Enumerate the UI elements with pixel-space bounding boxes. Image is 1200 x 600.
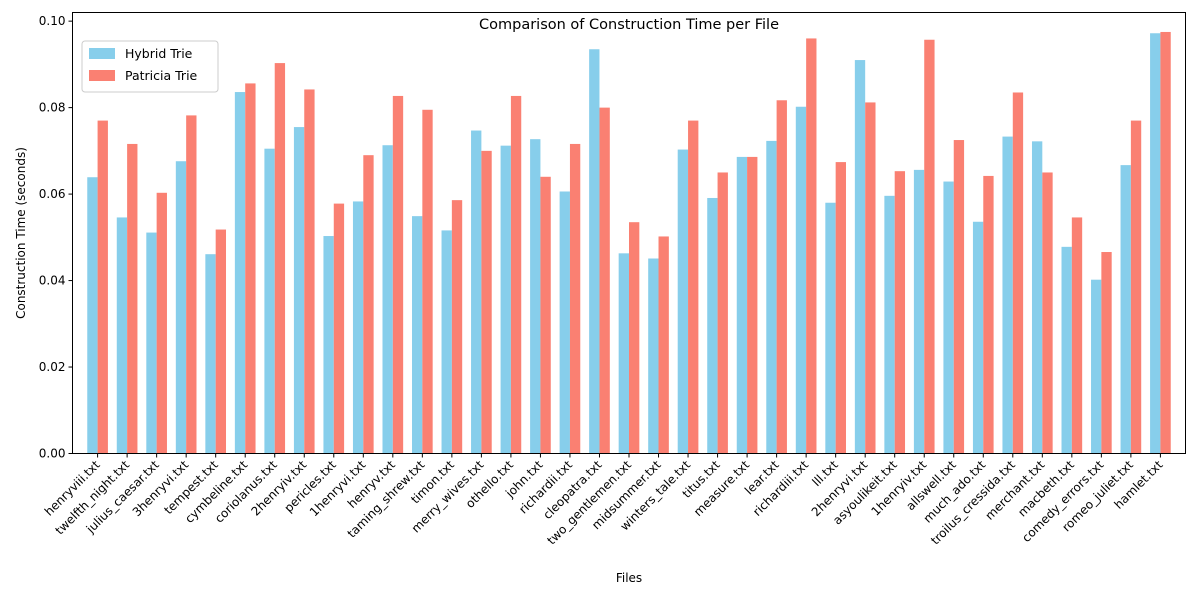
hybrid-trie-bar-timon.txt xyxy=(441,230,452,454)
hybrid-trie-bar-julius_caesar.txt xyxy=(146,232,157,454)
hybrid-trie-bar-lear.txt xyxy=(766,140,777,454)
hybrid-trie-bar-henryviii.txt xyxy=(87,177,98,454)
y-tick-label: 0.08 xyxy=(39,101,66,115)
hybrid-trie-bar-merchant.txt xyxy=(1031,141,1043,454)
patricia-trie-bar-allswell.txt xyxy=(953,140,965,454)
hybrid-trie-bar-lll.txt xyxy=(825,202,836,454)
hybrid-trie-bar-cymbeline.txt xyxy=(234,92,246,454)
hybrid-trie-bar-allswell.txt xyxy=(943,181,954,454)
hybrid-trie-bar-richardiii.txt xyxy=(795,106,807,454)
hybrid-trie-bar-john.txt xyxy=(530,139,541,454)
patricia-trie-bar-macbeth.txt xyxy=(1071,217,1083,454)
y-tick-label: 0.06 xyxy=(39,187,66,201)
legend: Hybrid Trie Patricia Trie xyxy=(81,40,219,93)
patricia-trie-bar-pericles.txt xyxy=(333,203,345,454)
hybrid-trie-bar-midsummer.txt xyxy=(648,258,659,454)
hybrid-trie-bar-pericles.txt xyxy=(323,236,334,454)
patricia-trie-bar-comedy_errors.txt xyxy=(1101,252,1112,454)
patricia-trie-bar-2henryvi.txt xyxy=(865,102,876,454)
patricia-trie-bar-2henryiv.txt xyxy=(304,89,315,454)
patricia-trie-bar-romeo_juliet.txt xyxy=(1130,120,1142,454)
patricia-trie-bar-john.txt xyxy=(540,176,551,454)
x-axis-label: Files xyxy=(616,571,642,585)
hybrid-trie-bar-titus.txt xyxy=(707,197,718,454)
hybrid-trie-bar-othello.txt xyxy=(500,145,511,454)
patricia-trie-bar-1henryiv.txt xyxy=(924,39,935,454)
hybrid-trie-bar-romeo_juliet.txt xyxy=(1120,165,1131,454)
patricia-trie-bar-cymbeline.txt xyxy=(245,83,256,454)
hybrid-trie-bar-2henryiv.txt xyxy=(293,127,305,454)
hybrid-trie-bar-cleopatra.txt xyxy=(589,49,600,454)
y-axis-ticks: 0.00 0.02 0.04 0.06 0.08 0.10 xyxy=(39,14,73,461)
plot-frame xyxy=(72,12,1186,454)
hybrid-trie-bar-merry_wives.txt xyxy=(471,130,482,454)
patricia-trie-bar-cleopatra.txt xyxy=(599,107,610,454)
y-tick-label: 0.02 xyxy=(39,360,66,374)
patricia-trie-bar-timon.txt xyxy=(451,200,463,454)
hybrid-trie-bar-asyoulikeit.txt xyxy=(884,195,895,454)
legend-swatch-patricia-trie xyxy=(89,70,115,81)
patricia-trie-bar-coriolanus.txt xyxy=(274,63,286,454)
hybrid-trie-bar-winters_tale.txt xyxy=(677,149,689,454)
patricia-trie-bar-tempest.txt xyxy=(215,229,227,454)
y-axis-label: Construction Time (seconds) xyxy=(14,147,28,319)
patricia-trie-bar-measure.txt xyxy=(747,156,758,454)
patricia-trie-bar-taming_shrew.txt xyxy=(422,109,433,454)
patricia-trie-bar-richardiii.txt xyxy=(806,38,817,454)
patricia-trie-bar-richardii.txt xyxy=(569,143,581,454)
legend-label-patricia-trie: Patricia Trie xyxy=(125,68,198,83)
hybrid-trie-bar-3henryvi.txt xyxy=(175,161,187,454)
patricia-trie-bar-merry_wives.txt xyxy=(481,150,492,454)
legend-label-hybrid-trie: Hybrid Trie xyxy=(125,46,193,61)
x-axis-ticks: henryviii.txttwelfth_night.txtjulius_cae… xyxy=(42,453,1166,548)
hybrid-trie-bar-twelfth_night.txt xyxy=(116,217,128,454)
hybrid-trie-bar-2henryvi.txt xyxy=(854,60,866,454)
patricia-trie-bar-1henryvi.txt xyxy=(363,155,374,454)
y-tick-label: 0.00 xyxy=(39,447,66,461)
legend-box xyxy=(81,40,219,93)
patricia-trie-bar-henryv.txt xyxy=(392,95,404,454)
patricia-trie-bar-hamlet.txt xyxy=(1160,31,1171,454)
patricia-trie-bar-lear.txt xyxy=(776,100,787,454)
patricia-trie-bar-3henryvi.txt xyxy=(186,115,197,454)
patricia-trie-bar-winters_tale.txt xyxy=(688,120,699,454)
patricia-trie-bar-merchant.txt xyxy=(1042,172,1053,454)
hybrid-trie-bar-coriolanus.txt xyxy=(264,148,275,454)
patricia-trie-bar-julius_caesar.txt xyxy=(156,192,167,454)
patricia-trie-bar-much_ado.txt xyxy=(983,175,994,454)
hybrid-trie-bar-1henryvi.txt xyxy=(352,201,364,454)
y-tick-label: 0.10 xyxy=(39,14,66,28)
hybrid-trie-bar-comedy_errors.txt xyxy=(1091,279,1102,454)
hybrid-trie-bar-hamlet.txt xyxy=(1150,33,1161,454)
legend-swatch-hybrid-trie xyxy=(89,48,115,59)
patricia-trie-bar-two_gentlemen.txt xyxy=(629,222,640,454)
hybrid-trie-bar-tempest.txt xyxy=(205,254,216,454)
hybrid-trie-bar-macbeth.txt xyxy=(1061,246,1072,454)
hybrid-trie-bar-henryv.txt xyxy=(382,145,393,454)
patricia-trie-bar-troilus_cressida.txt xyxy=(1012,92,1024,454)
hybrid-trie-bar-richardii.txt xyxy=(559,191,570,454)
patricia-trie-bar-lll.txt xyxy=(835,162,846,454)
patricia-trie-bar-asyoulikeit.txt xyxy=(894,171,906,454)
chart-title: Comparison of Construction Time per File xyxy=(479,17,779,33)
patricia-trie-bar-midsummer.txt xyxy=(658,236,669,454)
bars-layer xyxy=(87,31,1171,454)
hybrid-trie-bar-much_ado.txt xyxy=(972,221,984,454)
hybrid-trie-bar-two_gentlemen.txt xyxy=(618,253,629,454)
patricia-trie-bar-henryviii.txt xyxy=(97,120,108,454)
patricia-trie-bar-twelfth_night.txt xyxy=(127,143,138,454)
patricia-trie-bar-titus.txt xyxy=(717,172,728,454)
hybrid-trie-bar-measure.txt xyxy=(736,156,748,454)
y-tick-label: 0.04 xyxy=(39,274,66,288)
patricia-trie-bar-othello.txt xyxy=(510,95,522,454)
hybrid-trie-bar-taming_shrew.txt xyxy=(412,216,423,454)
hybrid-trie-bar-troilus_cressida.txt xyxy=(1002,136,1013,454)
hybrid-trie-bar-1henryiv.txt xyxy=(913,169,925,454)
